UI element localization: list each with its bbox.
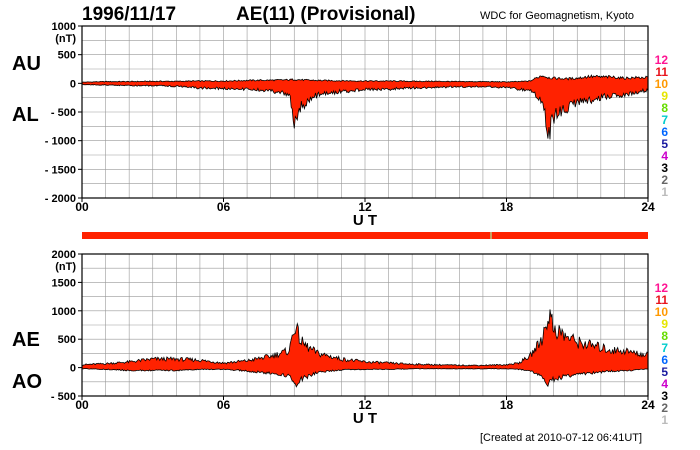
station-count-label: 4 [661,149,668,163]
station-count-label: 12 [655,53,669,67]
station-count-label: 2 [661,173,668,187]
station-count-label: 7 [661,113,668,127]
station-count-label: 5 [661,137,668,151]
envelope-fill-ae-ao [82,309,648,387]
station-count-label: 8 [661,329,668,343]
y-tick-label: 2000 [52,249,76,261]
station-count-label: 2 [661,401,668,415]
y-tick-label: 500 [58,50,76,62]
station-count-label: 1 [661,413,668,427]
station-count-label: 6 [661,353,668,367]
station-count-label: 1 [661,185,668,199]
x-tick-label: 24 [641,398,655,412]
x-axis-label: U T [353,410,377,427]
x-tick-label: 06 [217,398,231,412]
station-count-label: 3 [661,389,668,403]
x-tick-label: 18 [500,200,514,214]
series-line-al [82,83,649,140]
series-line-ae [81,309,649,367]
station-count-label: 11 [655,293,668,307]
series-line-au [81,74,649,83]
x-tick-label: 00 [75,200,89,214]
y-tick-label: 1500 [52,277,76,289]
station-count-label: 9 [661,89,668,103]
station-count-label: 4 [661,377,668,391]
x-tick-label: 12 [358,200,372,214]
station-count-label: 5 [661,365,668,379]
ae-label: AE [12,329,40,351]
station-count-label: 10 [655,77,669,91]
station-count-label: 12 [655,281,669,295]
station-count-label: 11 [655,65,668,79]
x-tick-label: 00 [75,398,89,412]
date-title: 1996/11/17 [82,4,177,25]
station-count-label: 10 [655,305,669,319]
x-tick-label: 18 [500,398,514,412]
y-tick-label: 0 [70,78,76,90]
station-count-label: 9 [661,317,668,331]
data-availability-bar [82,232,648,239]
x-tick-label: 12 [358,398,372,412]
station-count-label: 3 [661,161,668,175]
y-tick-label: 500 [58,334,76,346]
station-count-label: 7 [661,341,668,355]
x-axis-label: U T [353,212,377,229]
availability-marker [489,232,492,239]
station-count-label: 8 [661,101,668,115]
y-tick-label: - 500 [51,391,76,403]
y-tick-label: 1000 [52,21,76,33]
chart-title: AE(11) (Provisional) [236,4,416,25]
au-label: AU [12,53,41,75]
y-unit-label: (nT) [55,261,76,273]
y-tick-label: - 2000 [45,193,76,205]
y-tick-label: 0 [70,363,76,375]
y-tick-label: - 1000 [45,136,76,148]
series-line-ao [81,368,649,388]
ao-label: AO [12,371,42,393]
x-tick-label: 06 [217,200,231,214]
y-tick-label: - 1500 [45,164,76,176]
y-tick-label: - 500 [51,107,76,119]
x-tick-label: 24 [641,200,655,214]
envelope-fill-au-al [82,75,648,140]
al-label: AL [12,104,39,126]
station-count-label: 6 [661,125,668,139]
y-tick-label: 1000 [52,306,76,318]
created-timestamp: [Created at 2010-07-12 06:41UT] [480,432,643,444]
y-unit-label: (nT) [55,33,76,45]
organization-label: WDC for Geomagnetism, Kyoto [480,10,635,22]
